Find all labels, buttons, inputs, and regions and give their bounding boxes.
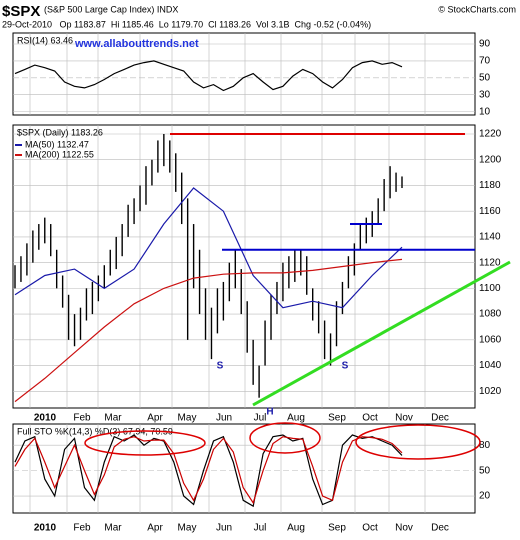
pattern-label: S xyxy=(342,361,349,372)
x-tick-label: May xyxy=(178,523,197,534)
y-tick-label: 1140 xyxy=(479,232,501,243)
y-tick-label: 1200 xyxy=(479,154,502,165)
y-tick-label: 1160 xyxy=(479,206,501,217)
y-tick-label: 30 xyxy=(479,89,491,100)
plot-layer: 20102010FebFebMarMarAprAprMayMayJunJunJu… xyxy=(13,33,502,534)
sto-panel xyxy=(12,423,476,514)
x-tick-label: 2010 xyxy=(34,413,57,424)
panel-label: $SPX (Daily) 1183.26 xyxy=(17,127,103,137)
x-tick-label: Jul xyxy=(254,523,267,534)
y-tick-label: 70 xyxy=(479,56,491,67)
ma-line xyxy=(14,187,403,309)
highlight-ellipse xyxy=(355,424,481,460)
x-tick-label: Sep xyxy=(328,413,346,424)
x-tick-label: Dec xyxy=(431,523,449,534)
ma-line xyxy=(14,258,403,403)
panel-label: Full STO %K(14,3) %D(3) 67.94, 70.59 xyxy=(17,426,173,436)
y-tick-label: 1020 xyxy=(479,386,502,397)
x-tick-label: Mar xyxy=(104,413,122,424)
x-tick-label: Nov xyxy=(395,413,413,424)
source: © StockCharts.com xyxy=(438,4,516,14)
rsi-panel xyxy=(12,32,476,116)
watermark: www.allabouttrends.net xyxy=(74,38,199,50)
x-tick-label: Oct xyxy=(362,413,378,424)
x-tick-label: Jun xyxy=(216,413,232,424)
series-line xyxy=(14,434,403,508)
y-tick-label: 20 xyxy=(479,491,491,502)
x-tick-label: Oct xyxy=(362,523,378,534)
y-tick-label: 80 xyxy=(479,440,491,451)
y-tick-label: 90 xyxy=(479,39,491,50)
y-tick-label: 1220 xyxy=(479,129,502,140)
x-tick-label: Sep xyxy=(328,523,346,534)
x-tick-label: May xyxy=(178,413,197,424)
y-tick-label: 50 xyxy=(479,72,491,83)
x-tick-label: Jul xyxy=(254,413,267,424)
symbol: $SPX xyxy=(2,3,40,20)
legend-entry: MA(50) 1132.47 xyxy=(25,139,89,149)
x-tick-label: Aug xyxy=(287,523,305,534)
x-tick-label: 2010 xyxy=(34,523,57,534)
index-name: (S&P 500 Large Cap Index) INDX xyxy=(44,4,178,14)
x-tick-label: Apr xyxy=(147,523,163,534)
series-line xyxy=(14,60,403,92)
y-tick-label: 1180 xyxy=(479,180,501,191)
pattern-label: S xyxy=(217,361,224,372)
price-panel xyxy=(12,124,476,409)
x-tick-label: Feb xyxy=(73,523,91,534)
x-tick-label: Mar xyxy=(104,523,122,534)
x-tick-label: Apr xyxy=(147,413,163,424)
y-tick-label: 10 xyxy=(479,106,491,117)
highlight-ellipse xyxy=(84,430,206,456)
x-tick-label: Aug xyxy=(287,413,305,424)
series-line xyxy=(14,436,403,505)
pattern-label: H xyxy=(266,407,273,418)
x-tick-label: Jun xyxy=(216,523,232,534)
x-tick-label: Feb xyxy=(73,413,91,424)
x-tick-label: Nov xyxy=(395,523,413,534)
y-tick-label: 50 xyxy=(479,465,491,476)
trend-line xyxy=(252,260,511,407)
panel-label: RSI(14) 63.46 xyxy=(17,35,73,45)
x-tick-label: Dec xyxy=(431,413,449,424)
y-tick-label: 1060 xyxy=(479,334,502,345)
y-tick-label: 1100 xyxy=(479,283,501,294)
quote: 29-Oct-2010 Op 1183.87 Hi 1185.46 Lo 117… xyxy=(2,19,371,29)
highlight-ellipse xyxy=(249,422,321,454)
y-tick-label: 1080 xyxy=(479,309,502,320)
y-tick-label: 1040 xyxy=(479,360,502,371)
legend-entry: MA(200) 1122.55 xyxy=(25,149,94,159)
y-tick-label: 1120 xyxy=(479,257,501,268)
